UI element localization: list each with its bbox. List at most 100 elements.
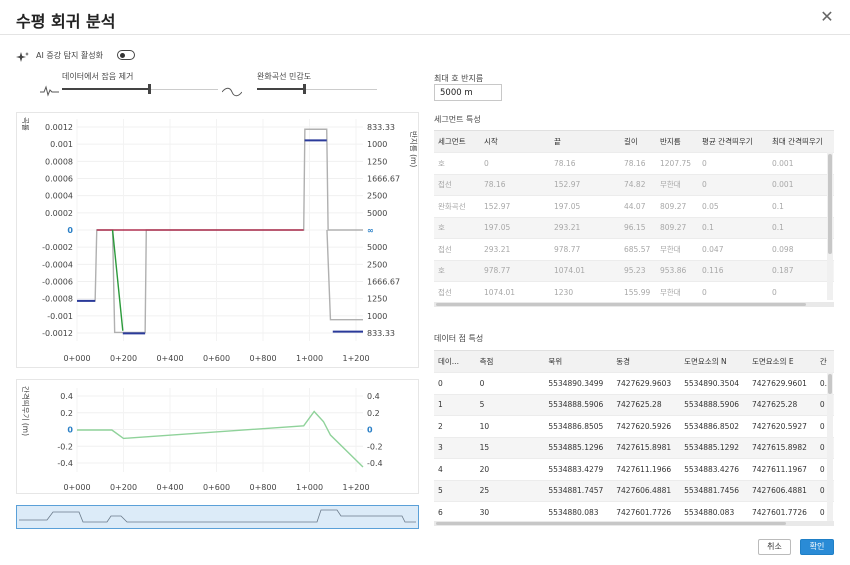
col-header[interactable]: 길이 bbox=[620, 131, 656, 153]
table-cell: 10 bbox=[475, 415, 545, 438]
table-row[interactable]: 3 15 5534885.1296 7427615.8981 5534885.1292 7… bbox=[434, 437, 834, 459]
table-cell: 30 bbox=[475, 501, 545, 524]
table-cell: 7427620.5927 bbox=[747, 415, 816, 438]
table-row[interactable]: 호 197.05 293.21 96.15 809.27 0.1 0.1 bbox=[434, 217, 834, 239]
scroll-thumb[interactable] bbox=[436, 303, 806, 306]
cancel-button[interactable]: 취소 bbox=[758, 539, 791, 555]
table-cell: 5534883.4276 bbox=[680, 458, 748, 481]
table-row[interactable]: 0 0 5534890.3499 7427629.9603 5534890.3504 74… bbox=[434, 372, 834, 395]
close-icon[interactable]: ✕ bbox=[820, 7, 834, 26]
col-header[interactable]: 측점 bbox=[475, 351, 545, 373]
col-header[interactable]: 세그먼트 bbox=[434, 131, 480, 153]
table-cell: 1074.01 bbox=[550, 260, 620, 282]
y-tick-label-right: 0.4 bbox=[367, 392, 380, 401]
table-row[interactable]: 호 978.77 1074.01 95.23 953.86 0.116 0.187 bbox=[434, 260, 834, 282]
col-header[interactable]: 북위 bbox=[544, 351, 613, 373]
scroll-thumb[interactable] bbox=[828, 374, 832, 394]
table-cell: 1230 bbox=[550, 281, 620, 304]
y-tick-label-left: -0.001 bbox=[47, 312, 73, 321]
table-cell: 809.27 bbox=[656, 195, 698, 218]
curvature-chart[interactable]: 0.0012 833.33 0.001 1000 0.0008 1250 0.0006 166… bbox=[17, 113, 418, 367]
col-header[interactable]: 최대 간격띄우기 bbox=[768, 131, 834, 153]
table-cell: 1 bbox=[434, 394, 476, 416]
series-line bbox=[77, 410, 364, 468]
col-header[interactable]: 끝 bbox=[550, 131, 620, 153]
table-cell: 0.047 bbox=[698, 238, 768, 261]
table-row[interactable]: 접선 293.21 978.77 685.57 무한대 0.047 0.098 bbox=[434, 238, 834, 261]
point-table-vscroll[interactable] bbox=[827, 372, 833, 522]
table-row[interactable]: 4 20 5534883.4279 7427611.1966 5534883.4276 7… bbox=[434, 458, 834, 481]
table-cell: 5 bbox=[475, 394, 545, 416]
x-tick-label: 1+200 bbox=[342, 354, 369, 363]
y-tick-label-left: -0.0006 bbox=[42, 278, 73, 287]
x-tick-label: 0+600 bbox=[203, 354, 230, 363]
dialog-title: 수평 회귀 분석 bbox=[16, 12, 116, 31]
y-tick-label-left: 0.0002 bbox=[45, 209, 73, 218]
col-header[interactable]: 간 bbox=[815, 351, 834, 373]
y-tick-label-right: 1000 bbox=[367, 312, 387, 321]
table-row[interactable]: 완화곡선 152.97 197.05 44.07 809.27 0.05 0.1 bbox=[434, 195, 834, 218]
overview-navigator[interactable] bbox=[16, 505, 419, 529]
table-cell: 무한대 bbox=[656, 238, 698, 261]
series-line bbox=[111, 229, 124, 331]
table-row[interactable]: 6 30 5534880.083 7427601.7726 5534880.083 742… bbox=[434, 501, 834, 524]
table-row[interactable]: 5 25 5534881.7457 7427606.4881 5534881.7456 7… bbox=[434, 480, 834, 502]
col-header[interactable]: 동경 bbox=[612, 351, 681, 373]
table-cell: 7427625.28 bbox=[612, 394, 681, 416]
y-tick-label-right: 2500 bbox=[367, 192, 387, 201]
y-tick-label-left: 0.4 bbox=[60, 392, 73, 401]
col-header[interactable]: 도면요소의 E bbox=[747, 351, 816, 373]
offset-chart-panel: 0.4 0.4 0.2 0.2 0 0 -0.2 -0.2 -0.4 -0.4 0+000 0+200… bbox=[16, 379, 419, 494]
col-header[interactable]: 평균 간격띄우기 bbox=[698, 131, 768, 153]
table-row[interactable]: 2 10 5534886.8505 7427620.5926 5534886.8502 7… bbox=[434, 415, 834, 438]
y-tick-label-left: 0 bbox=[67, 226, 73, 235]
segment-table-hscroll[interactable] bbox=[434, 302, 834, 307]
table-cell: 접선 bbox=[434, 238, 480, 261]
table-cell: 5534885.1292 bbox=[680, 437, 748, 459]
y-axis-label-left: 간격띄우기 (m) bbox=[21, 386, 31, 436]
col-header[interactable]: 반지름 bbox=[656, 131, 698, 153]
noise-slider-fill bbox=[62, 88, 150, 90]
x-tick-label: 0+000 bbox=[63, 483, 90, 492]
table-cell: 5534888.5906 bbox=[680, 394, 748, 416]
ok-button[interactable]: 확인 bbox=[800, 539, 834, 555]
y-tick-label-right: 1666.67 bbox=[367, 175, 400, 184]
table-cell: 0 bbox=[698, 281, 768, 304]
table-cell: 호 bbox=[434, 217, 480, 239]
ai-toggle[interactable] bbox=[117, 50, 135, 60]
transition-slider-handle[interactable] bbox=[303, 84, 306, 94]
table-cell: 953.86 bbox=[656, 260, 698, 282]
x-tick-label: 0+200 bbox=[110, 483, 137, 492]
table-cell: 3 bbox=[434, 437, 476, 459]
noise-slider-handle[interactable] bbox=[148, 84, 151, 94]
x-tick-label: 0+400 bbox=[156, 354, 183, 363]
table-row[interactable]: 접선 78.16 152.97 74.82 무한대 0 0.001 bbox=[434, 174, 834, 196]
scroll-thumb[interactable] bbox=[828, 154, 832, 254]
scroll-thumb[interactable] bbox=[436, 522, 786, 525]
y-tick-label-right: 1666.67 bbox=[367, 278, 400, 287]
y-axis-label-left: 곡률 bbox=[21, 117, 30, 131]
segment-table-vscroll[interactable] bbox=[827, 152, 833, 300]
table-cell: 20 bbox=[475, 458, 545, 481]
table-cell: 25 bbox=[475, 480, 545, 502]
table-cell: 5534890.3499 bbox=[544, 372, 613, 395]
transition-slider[interactable] bbox=[257, 84, 377, 94]
max-radius-input[interactable]: 5000 m bbox=[434, 84, 502, 101]
table-row[interactable]: 1 5 5534888.5906 7427625.28 5534888.5906 7427… bbox=[434, 394, 834, 416]
table-row[interactable]: 접선 1074.01 1230 155.99 무한대 0 0 bbox=[434, 281, 834, 304]
table-cell: 7427629.9601 bbox=[747, 372, 816, 395]
y-tick-label-right: 0.2 bbox=[367, 409, 380, 418]
y-tick-label-left: -0.0004 bbox=[42, 260, 73, 269]
table-row[interactable]: 호 0 78.16 78.16 1207.75 0 0.001 bbox=[434, 152, 834, 175]
col-header[interactable]: 시작 bbox=[480, 131, 550, 153]
table-cell: 78.16 bbox=[550, 152, 620, 175]
point-table-hscroll[interactable] bbox=[434, 521, 834, 526]
col-header[interactable]: 도면요소의 N bbox=[680, 351, 748, 373]
offset-chart[interactable]: 0.4 0.4 0.2 0.2 0 0 -0.2 -0.2 -0.4 -0.4 0+000 0+200… bbox=[17, 380, 418, 493]
table-cell: 5534886.8505 bbox=[544, 415, 613, 438]
table-cell: 809.27 bbox=[656, 217, 698, 239]
col-header[interactable]: 데이... bbox=[434, 351, 476, 373]
table-cell: 7427606.4881 bbox=[612, 480, 681, 502]
noise-slider[interactable] bbox=[62, 84, 218, 94]
y-tick-label-right: 0 bbox=[367, 426, 373, 435]
